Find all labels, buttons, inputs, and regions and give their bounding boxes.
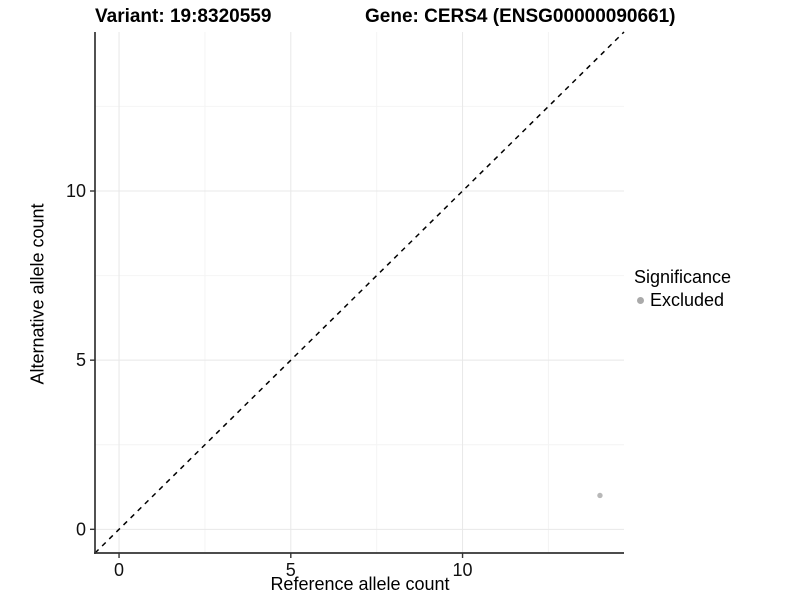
y-tick-label: 10	[66, 181, 86, 201]
x-tick-label: 0	[114, 560, 124, 580]
legend: Significance Excluded	[634, 266, 731, 311]
x-tick-label: 5	[286, 560, 296, 580]
legend-item-excluded: Excluded	[634, 289, 731, 311]
identity-dashed-line	[94, 31, 625, 554]
x-tick-label: 10	[453, 560, 473, 580]
legend-item-label: Excluded	[650, 290, 725, 310]
legend-title: Significance	[634, 267, 732, 287]
y-axis-label: Alternative allele count	[27, 203, 48, 385]
y-tick-label: 0	[76, 519, 86, 539]
legend-marker-circle-icon	[637, 296, 644, 304]
data-point	[597, 492, 603, 499]
plot-title-variant: Variant: 19:8320559	[95, 6, 272, 27]
plot-title-gene: Gene: CERS4 (ENSG00000090661)	[365, 6, 676, 27]
y-tick-label: 5	[76, 350, 86, 370]
x-axis-label: Reference allele count	[270, 574, 450, 594]
